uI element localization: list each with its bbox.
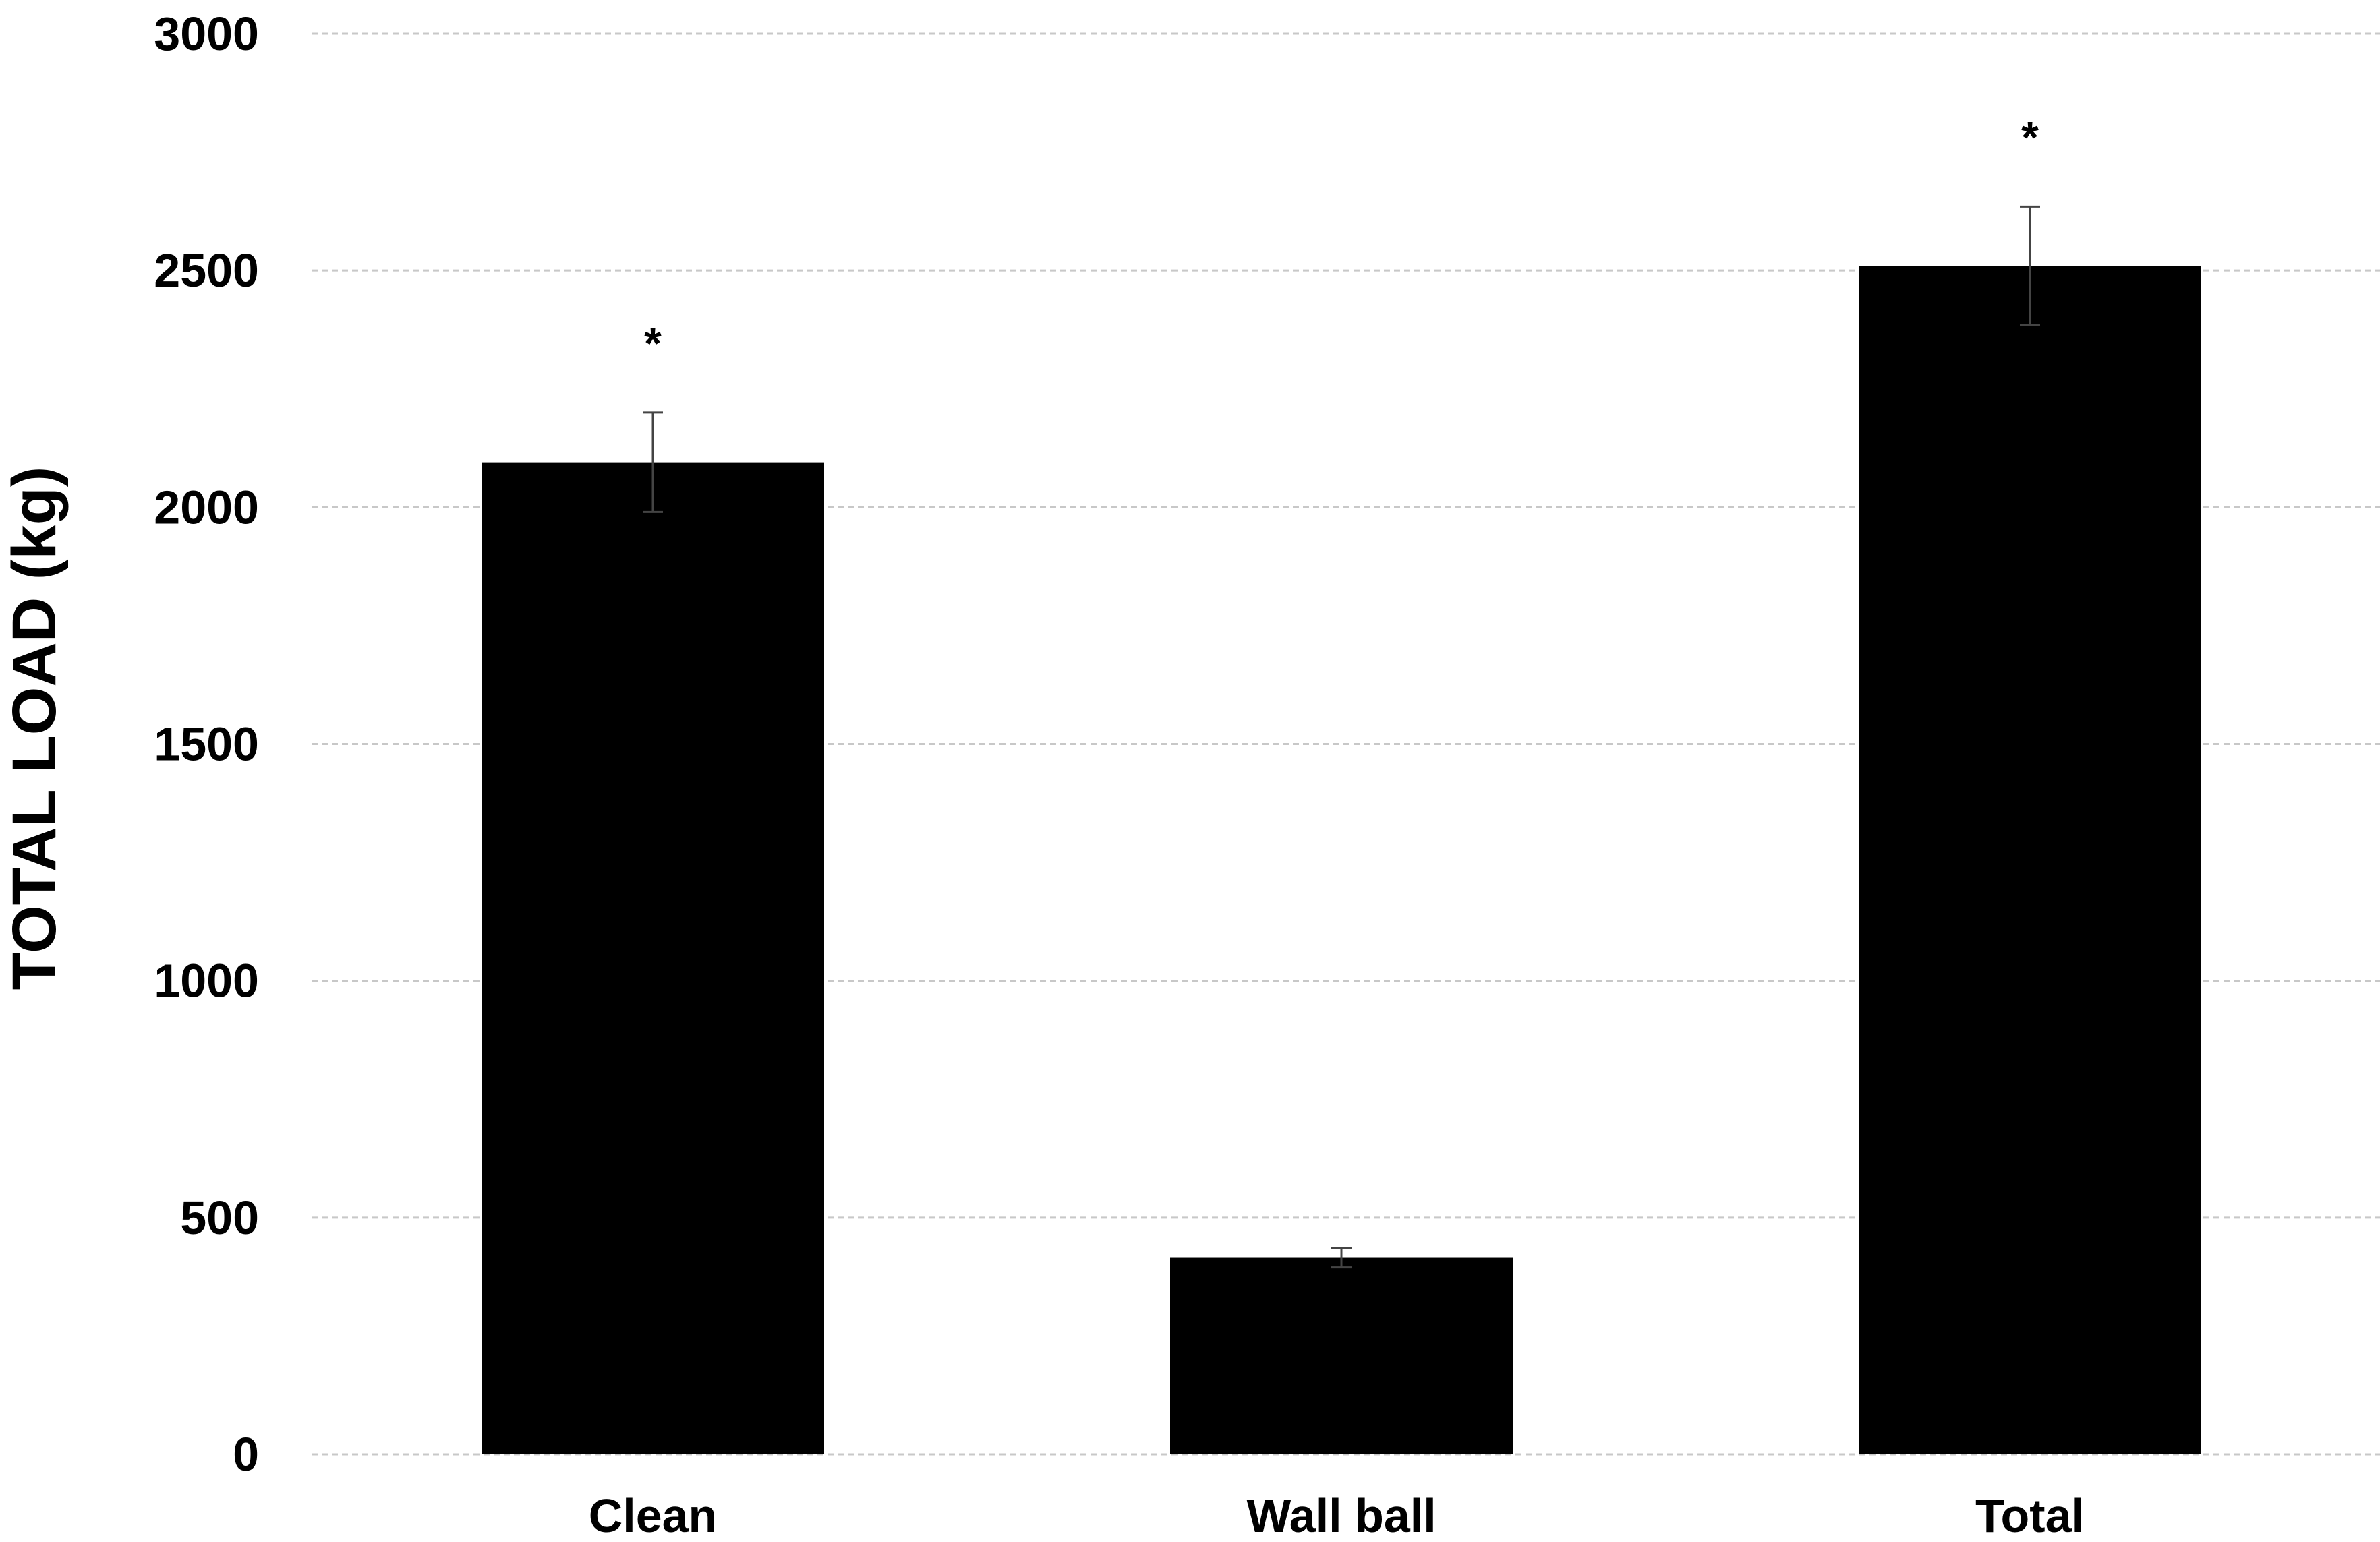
y-tick-label-3000: 3000 bbox=[154, 7, 259, 60]
bars bbox=[482, 266, 2201, 1455]
y-tick-label-1000: 1000 bbox=[154, 955, 259, 1007]
x-axis-labels: Clean Wall ball Total bbox=[589, 1489, 2085, 1542]
error-bar-total bbox=[2020, 205, 2040, 326]
x-tick-label-clean: Clean bbox=[589, 1489, 718, 1542]
significance-annotations: ** bbox=[644, 112, 2039, 368]
bar-wall-ball bbox=[1170, 1257, 1513, 1454]
y-axis-ticks: 0 500 1000 1500 2000 2500 3000 bbox=[154, 7, 259, 1481]
y-axis-title: TOTAL LOAD (kg) bbox=[0, 467, 69, 990]
x-tick-label-total: Total bbox=[1975, 1489, 2085, 1542]
error-bar-clean bbox=[643, 411, 663, 513]
y-tick-label-2000: 2000 bbox=[154, 481, 259, 533]
bar-clean bbox=[482, 462, 824, 1454]
x-tick-label-wall-ball: Wall ball bbox=[1246, 1489, 1436, 1542]
bar-total bbox=[1859, 266, 2201, 1455]
y-tick-label-1500: 1500 bbox=[154, 718, 259, 771]
significance-marker-clean: * bbox=[644, 318, 662, 368]
error-bar-wall-ball bbox=[1331, 1247, 1352, 1269]
y-tick-label-2500: 2500 bbox=[154, 244, 259, 297]
y-tick-label-0: 0 bbox=[233, 1428, 259, 1481]
y-tick-label-500: 500 bbox=[180, 1191, 259, 1244]
error-bars bbox=[643, 205, 2040, 1269]
significance-marker-total: * bbox=[2021, 112, 2039, 162]
